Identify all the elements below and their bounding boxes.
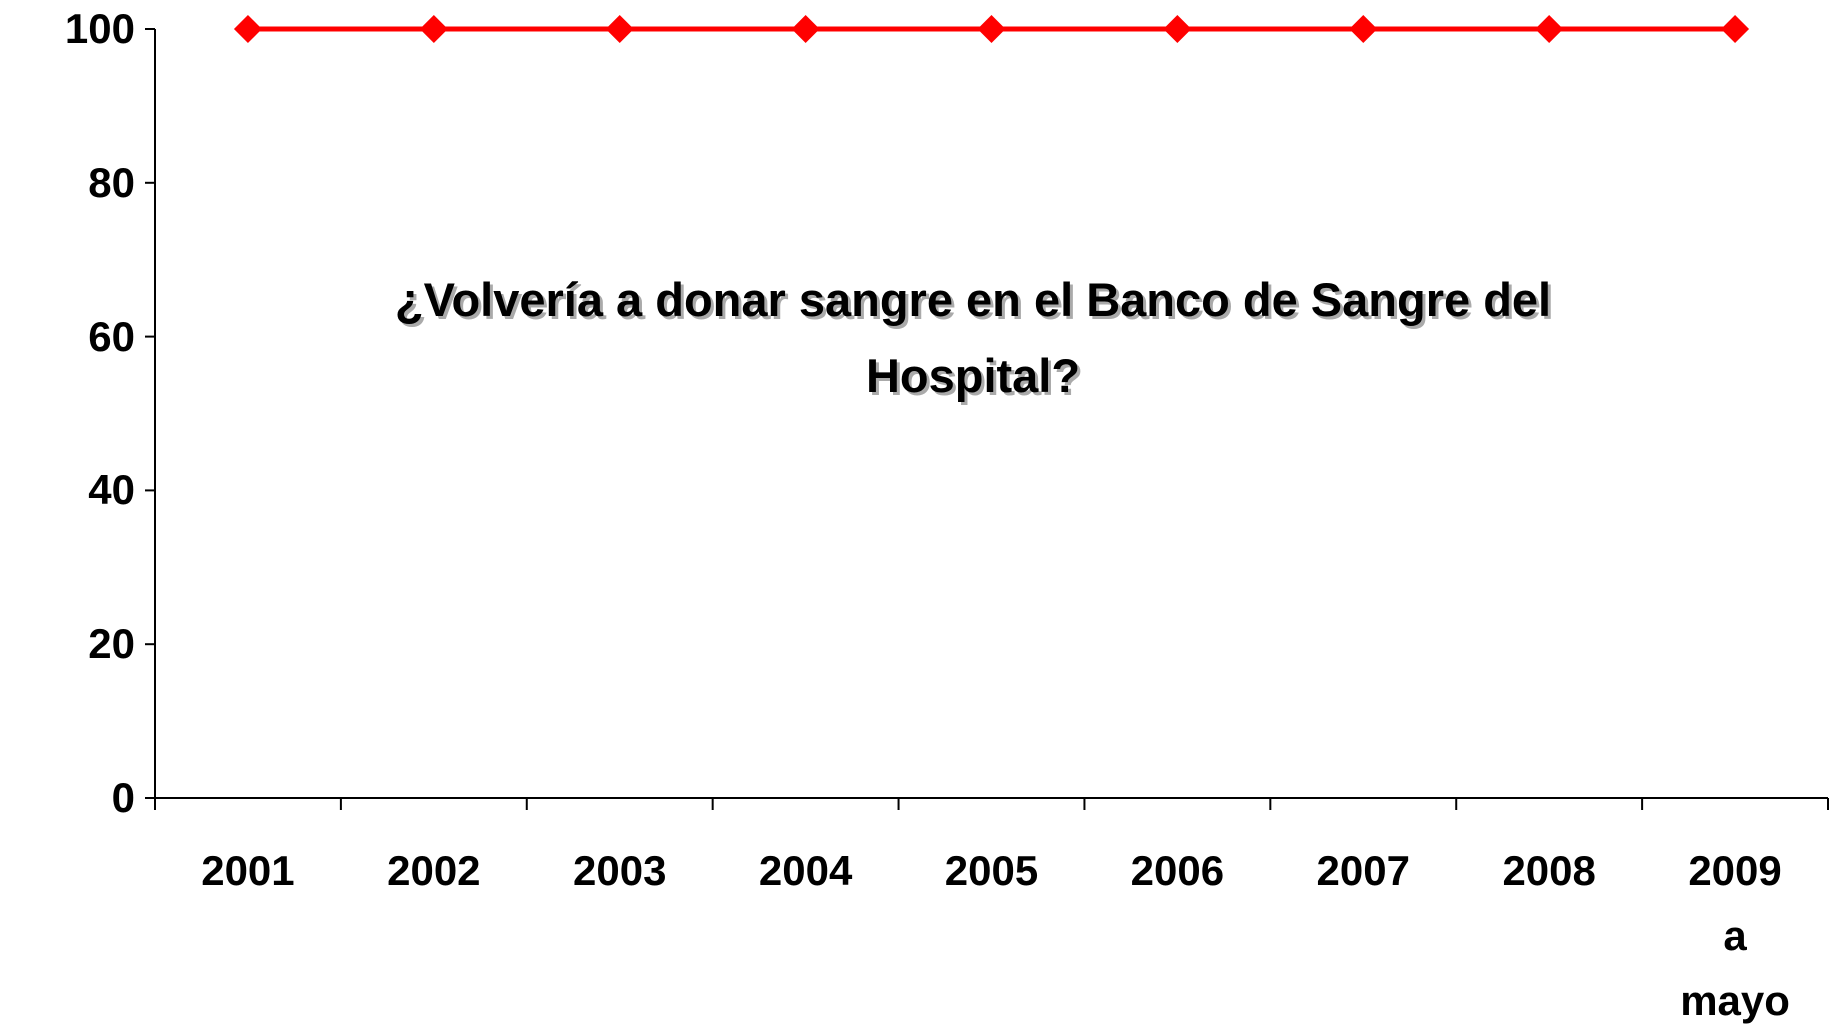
data-point xyxy=(1163,15,1192,43)
y-tick-label: 100 xyxy=(64,5,135,52)
data-point xyxy=(1721,15,1750,43)
x-tick-label: 2009 a mayo xyxy=(1680,847,1790,1024)
chart-title: ¿Volvería a donar sangre en el Banco de … xyxy=(394,273,1552,402)
data-point xyxy=(1535,15,1564,43)
data-point xyxy=(977,15,1006,43)
x-tick-label: 2007 xyxy=(1316,847,1410,894)
x-tick-label: 2003 xyxy=(573,847,667,894)
y-tick-label: 60 xyxy=(88,312,135,360)
data-point xyxy=(605,15,634,43)
y-tick-label: 0 xyxy=(111,774,135,821)
x-tick-label: 2004 xyxy=(758,847,853,894)
data-point xyxy=(233,15,262,43)
data-point xyxy=(1349,15,1378,43)
data-point xyxy=(419,15,448,43)
y-tick-label: 80 xyxy=(88,158,135,206)
y-tick-label: 40 xyxy=(88,466,135,514)
x-tick-label: 2008 xyxy=(1502,847,1596,894)
x-tick-label: 2006 xyxy=(1130,847,1225,894)
y-tick-label: 20 xyxy=(88,620,135,668)
data-point xyxy=(791,15,820,43)
x-tick-label: 2005 xyxy=(944,847,1039,894)
x-tick-label: 2002 xyxy=(387,847,481,894)
x-tick-label: 2001 xyxy=(201,847,295,894)
